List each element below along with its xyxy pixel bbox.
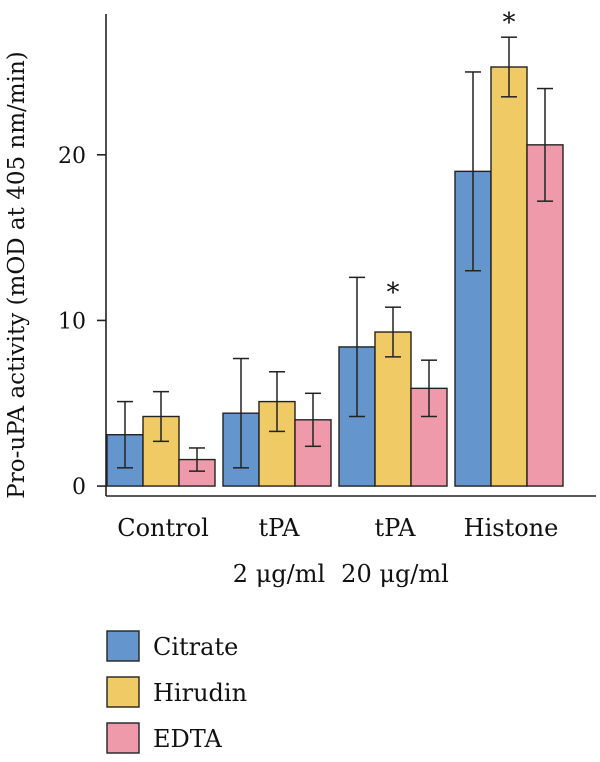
x-category-label: tPA [375,514,417,542]
legend-label-hirudin: Hirudin [153,679,247,707]
y-tick-label: 10 [58,309,86,334]
x-axis-categories: Control tPA 2 μg/ml tPA 20 μg/ml Histone [117,514,558,588]
annotations-group: ** [387,8,516,308]
bar-hirudin [490,66,528,487]
error-bars-group [117,36,553,472]
legend-swatch-edta [106,722,140,754]
y-tick-label: 0 [72,475,86,500]
x-category-label: Histone [464,514,559,542]
y-axis: 0 10 20 [58,14,596,500]
legend-label-edta: EDTA [153,725,222,753]
bars-group [106,66,564,487]
x-category-label: Control [117,514,209,542]
legend-label-citrate: Citrate [153,633,238,661]
legend-swatch-citrate [106,630,140,662]
bar-edta [178,458,216,487]
y-axis-title: Pro-uPA activity (mOD at 405 nm/min) [4,51,30,498]
x-category-sublabel: 20 μg/ml [341,560,449,588]
y-tick-label: 20 [58,144,86,169]
significance-star: * [387,278,400,308]
x-category-label: tPA [259,514,301,542]
x-category-sublabel: 2 μg/ml [233,560,325,588]
legend: Citrate Hirudin EDTA [106,630,247,754]
significance-star: * [503,8,516,38]
legend-swatch-hirudin [106,676,140,708]
